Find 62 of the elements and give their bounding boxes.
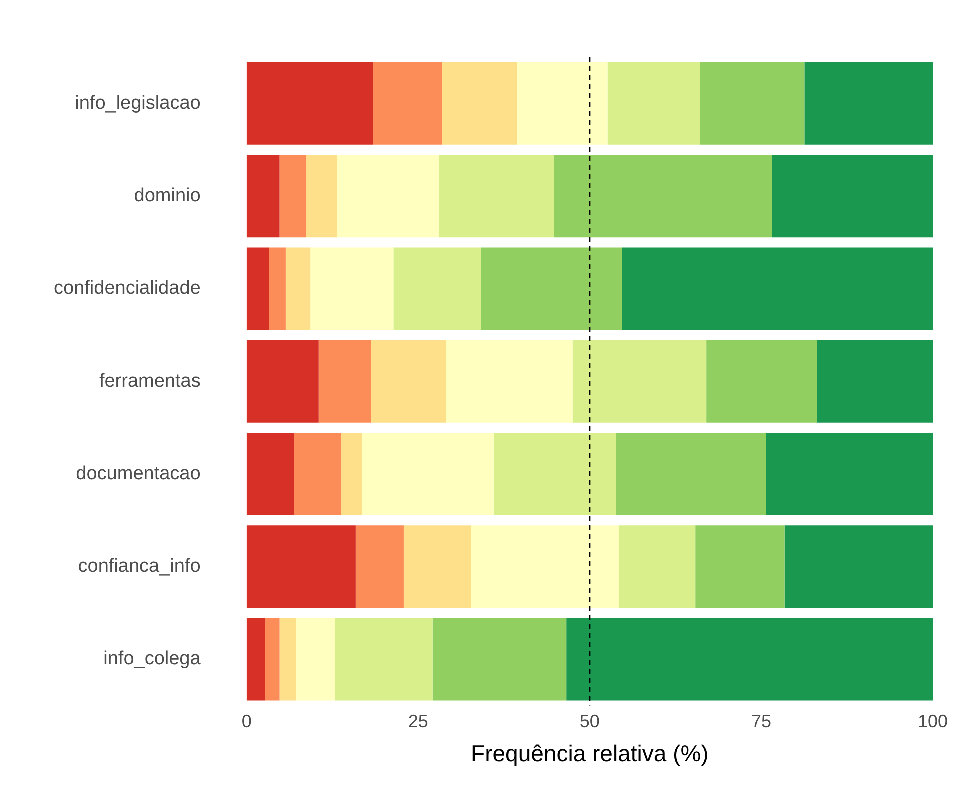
bar (442, 62, 518, 145)
y-tick-label: confidencialidade (54, 278, 201, 300)
bar (342, 433, 362, 516)
bar (318, 340, 372, 423)
bar (373, 62, 442, 145)
x-tick-label: 50 (580, 712, 600, 732)
bar (706, 340, 818, 423)
bar (296, 618, 336, 701)
bar (286, 248, 311, 330)
y-tick-label: ferramentas (99, 370, 201, 392)
bar (265, 618, 280, 701)
bar (246, 618, 266, 701)
x-tick-label: 100 (918, 712, 948, 732)
x-tick-label: 0 (242, 712, 252, 732)
bar (608, 62, 700, 145)
bar (700, 62, 805, 145)
bar (280, 618, 296, 701)
x-axis-title: Frequência relativa (%) (471, 740, 709, 767)
bar (554, 155, 772, 238)
y-tick-label: documentacao (76, 463, 201, 484)
bar (404, 526, 472, 608)
bar (246, 433, 294, 516)
bar (804, 62, 933, 145)
bar (772, 155, 933, 238)
bar (446, 340, 573, 423)
bar (294, 433, 342, 516)
bar (619, 526, 696, 608)
y-tick-label: info_legislacao (75, 92, 201, 114)
x-tick-label: 75 (751, 712, 772, 732)
bar (371, 340, 447, 423)
bar (246, 248, 270, 330)
bar (471, 526, 620, 608)
bar (696, 526, 785, 608)
bar (438, 155, 554, 238)
bar (246, 340, 319, 423)
bar (817, 340, 933, 423)
bar (310, 248, 394, 330)
bar (517, 62, 608, 145)
bar (622, 248, 933, 330)
bar (362, 433, 494, 516)
bar (356, 526, 404, 608)
bar (482, 248, 622, 330)
bar (335, 618, 433, 701)
bar (572, 340, 707, 423)
bar (246, 155, 280, 238)
bar (432, 618, 567, 701)
bar (566, 618, 933, 701)
bar (306, 155, 338, 238)
bar (616, 433, 766, 516)
y-tick-label: dominio (134, 186, 201, 207)
y-tick-label: info_colega (104, 648, 202, 670)
bar (784, 526, 933, 608)
y-tick-label: confianca_info (78, 556, 201, 578)
bar (246, 526, 356, 608)
bar (337, 155, 439, 238)
x-tick-label: 25 (408, 712, 428, 732)
bar (766, 433, 933, 516)
bar (280, 155, 307, 238)
bar (269, 248, 286, 330)
bar (246, 62, 374, 145)
bar (494, 433, 616, 516)
bar (394, 248, 482, 330)
